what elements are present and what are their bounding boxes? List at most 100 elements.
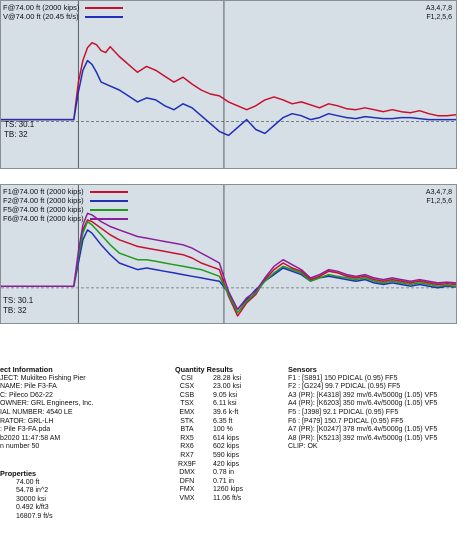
project-line: JECT: Mukilteo Fishing Pier [0,374,86,382]
legend-item-f1: F1@74.00 ft (2000 kips) [3,187,128,196]
quantity-key: VMX [179,494,195,502]
quantity-value: 11.06 ft/s [213,494,242,502]
quantity-row: EMX 39.6 k-ft [175,409,273,418]
legend-swatch-f [85,6,124,9]
legend-label-f2: F2@74.00 ft (2000 kips) [3,196,84,205]
legend-label-f6: F6@74.00 ft (2000 kips) [3,214,84,223]
project-line: n number 50 [0,443,40,451]
bottom-legend: F1@74.00 ft (2000 kips) F2@74.00 ft (200… [3,187,128,223]
quantity-row: RX7 590 kips [175,452,273,461]
legend-item-v: V@74.00 ft (20.45 ft/s) [3,12,123,21]
sensor-line: A3 (PR): [K4318] 392 mv/6.4v/5000g (1.05… [288,391,438,399]
property-value: 54.78 in^2 [16,487,49,495]
quantity-value: 1260 kips [213,486,243,494]
property-value: 74.00 ft [16,478,40,486]
quantity-row: CSI 28.28 ksi [175,375,273,384]
quantity-key: STK [180,417,194,425]
legend-label-f: F@74.00 ft (2000 kips) [3,3,80,12]
legend-swatch-f1 [89,190,128,193]
legend-item-f6: F6@74.00 ft (2000 kips) [3,214,128,223]
project-line: NAME: Pile F3-FA [0,383,57,391]
project-line: : Pile F3-FA.pda [0,426,51,434]
sensors-information: Sensors F1 : [S891] 150 PDICAL (0.95) FF… [288,365,438,452]
force-velocity-chart [1,1,456,168]
legend-swatch-v [84,15,123,18]
legend-swatch-f5 [89,208,128,211]
quantity-key: CSI [181,374,193,382]
sensor-line: F6 : [P479] 150.7 PDICAL (0.95) FF5 [288,417,404,425]
channel-force: F1,2,5,6 [426,198,452,205]
force-channels-chart [1,185,456,323]
legend-label-v: V@74.00 ft (20.45 ft/s) [3,12,79,21]
sensor-line: A4 (PR): [K6203] 350 mv/6.4v/5000g (1.05… [288,400,438,408]
quantity-key: CSB [179,391,195,399]
channel-list-top: A3,4,7,8 F1,2,5,6 [426,4,452,22]
quantity-row: VMX 11.06 ft/s [175,495,273,504]
quantity-key: DMX [179,469,195,477]
quantity-row: STK 6.35 ft [175,418,273,427]
legend-item-f2: F2@74.00 ft (2000 kips) [3,196,128,205]
property-value: 30000 ksi [16,495,46,503]
series-line-2 [1,59,456,137]
sensor-line: A8 (PR): [K5213] 392 mv/6.4v/5000g (1.05… [288,434,438,442]
sensor-line: F1 : [S891] 150 PDICAL (0.95) FF5 [288,374,398,382]
properties-heading: Properties [0,469,37,478]
quantity-value: 6.35 ft [213,417,233,425]
quantity-row: FMX 1260 kips [175,486,273,495]
series-line-1 [1,41,456,121]
quantity-row: RX9F 420 kips [175,461,273,470]
sensors-heading: Sensors [288,365,317,374]
project-line: b2020 11:47:58 AM [0,434,61,442]
quantity-row: TSX 6.11 ksi [175,400,273,409]
quantity-value: 9.05 ksi [213,391,238,399]
series-line-3 [1,220,456,314]
quantity-key: DFN [179,477,195,485]
project-heading: ect Information [0,365,53,374]
quantity-value: 590 kips [213,451,240,459]
quantity-key: EMX [179,408,195,416]
tb-label: TB: 32 [4,130,28,139]
series-line-1 [1,219,456,317]
tb-label: TB: 32 [3,306,27,315]
legend-swatch-f6 [89,217,128,220]
sensor-line: F2 : [G224] 99.7 PDICAL (0.95) FF5 [288,383,401,391]
quantity-value: 420 kips [213,460,240,468]
ts-tb-top: TS: 30.1 TB: 32 [4,120,34,140]
ts-label: TS: 30.1 [3,296,34,305]
channel-accel: A3,4,7,8 [425,5,452,12]
quantity-value: 614 kips [213,434,240,442]
top-legend: F@74.00 ft (2000 kips) V@74.00 ft (20.45… [3,3,124,21]
quantity-key: RX6 [180,443,194,451]
channel-accel: A3,4,7,8 [425,189,452,196]
quantity-value: 0.71 in [213,477,235,485]
ts-label: TS: 30.1 [4,120,35,129]
legend-label-f1: F1@74.00 ft (2000 kips) [3,187,84,196]
channel-list-bottom: A3,4,7,8 F1,2,5,6 [426,188,452,206]
sensor-line: CLIP: OK [288,443,318,451]
quantity-value: 39.6 k-ft [213,408,239,416]
quantity-row: CSX 23.00 ksi [175,383,273,392]
quantity-row: DFN 0.71 in [175,478,273,487]
quantity-key: FMX [179,486,195,494]
quantity-key: CSX [179,383,195,391]
sensor-line: F5 : [J398] 92.1 PDICAL (0.95) FF5 [288,408,399,416]
force-channels-plot: F1@74.00 ft (2000 kips) F2@74.00 ft (200… [0,184,457,324]
quantity-results: Quantity Results CSI 28.28 ksi CSX 23.00 k… [175,365,273,504]
quantity-value: 6.11 ksi [213,400,237,408]
property-value: 16807.9 ft/s [16,512,53,520]
quantity-row: DMX 0.78 in [175,469,273,478]
quantity-row: BTA 100 % [175,426,273,435]
quantity-row: RX5 614 kips [175,435,273,444]
project-information: ect Information JECT: Mukilteo Fishing P… [0,365,94,452]
project-line: C: Pileco D62-22 [0,391,53,399]
force-velocity-plot: F@74.00 ft (2000 kips) V@74.00 ft (20.45… [0,0,457,169]
quantity-key: RX9F [178,460,196,468]
quantity-key: RX7 [180,451,194,459]
quantity-value: 28.28 ksi [213,374,242,382]
quantity-value: 0.78 in [213,469,235,477]
quantity-value: 100 % [213,426,233,434]
legend-swatch-f2 [89,199,128,202]
series-line-4 [1,212,456,311]
channel-force: F1,2,5,6 [426,14,452,21]
sensor-line: A7 (PR): [K0247] 378 mv/6.4v/5000g (1.05… [288,426,438,434]
